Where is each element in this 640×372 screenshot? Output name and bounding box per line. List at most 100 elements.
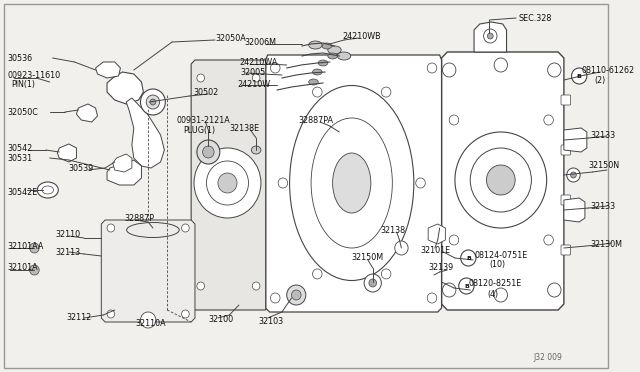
Ellipse shape	[337, 52, 351, 60]
Text: 32050A: 32050A	[215, 33, 246, 42]
Text: 32150M: 32150M	[352, 253, 384, 263]
Circle shape	[150, 99, 156, 105]
Polygon shape	[564, 198, 585, 222]
Text: 30536: 30536	[8, 54, 33, 62]
Ellipse shape	[322, 43, 332, 49]
Ellipse shape	[333, 153, 371, 213]
FancyBboxPatch shape	[4, 4, 608, 368]
Text: 32150N: 32150N	[589, 160, 620, 170]
Circle shape	[486, 165, 515, 195]
Text: (4): (4)	[488, 289, 499, 298]
Circle shape	[252, 282, 260, 290]
Polygon shape	[442, 52, 564, 310]
Circle shape	[395, 241, 408, 255]
Text: 30531: 30531	[8, 154, 33, 163]
Ellipse shape	[328, 46, 341, 54]
Circle shape	[182, 224, 189, 232]
Circle shape	[442, 63, 456, 77]
Text: 32138: 32138	[380, 225, 406, 234]
Circle shape	[252, 74, 260, 82]
Text: 32006M: 32006M	[244, 38, 276, 46]
Polygon shape	[76, 104, 97, 122]
Circle shape	[278, 178, 287, 188]
Circle shape	[567, 168, 580, 182]
Circle shape	[381, 87, 391, 97]
Text: 32103: 32103	[258, 317, 283, 327]
Text: 32138E: 32138E	[229, 124, 259, 132]
Polygon shape	[428, 224, 445, 244]
Polygon shape	[58, 144, 76, 162]
Text: 32113: 32113	[56, 247, 81, 257]
Polygon shape	[126, 98, 164, 168]
Circle shape	[287, 285, 306, 305]
Circle shape	[494, 58, 508, 72]
Circle shape	[197, 282, 205, 290]
Circle shape	[194, 148, 261, 218]
Circle shape	[571, 172, 576, 178]
Polygon shape	[101, 220, 195, 322]
Ellipse shape	[308, 79, 318, 85]
Circle shape	[29, 265, 39, 275]
Text: (10): (10)	[490, 260, 506, 269]
Circle shape	[141, 89, 165, 115]
Circle shape	[488, 33, 493, 39]
Text: 32100: 32100	[209, 315, 234, 324]
Text: B: B	[577, 74, 582, 78]
Text: 30539: 30539	[69, 164, 94, 173]
Circle shape	[364, 274, 381, 292]
Circle shape	[369, 279, 376, 287]
Text: 32112: 32112	[67, 314, 92, 323]
Circle shape	[182, 310, 189, 318]
Text: 32133: 32133	[591, 202, 616, 211]
Polygon shape	[107, 160, 141, 185]
FancyBboxPatch shape	[561, 245, 571, 255]
Text: 32887P: 32887P	[124, 214, 154, 222]
Circle shape	[291, 290, 301, 300]
Text: 24210WA: 24210WA	[239, 58, 277, 67]
Text: 32005: 32005	[241, 67, 266, 77]
Circle shape	[271, 293, 280, 303]
Ellipse shape	[252, 146, 261, 154]
Circle shape	[197, 140, 220, 164]
Text: PLUG(1): PLUG(1)	[184, 125, 216, 135]
Circle shape	[428, 63, 436, 73]
Circle shape	[381, 269, 391, 279]
Circle shape	[312, 87, 322, 97]
Ellipse shape	[312, 69, 322, 75]
Text: PIN(1): PIN(1)	[12, 80, 35, 89]
FancyBboxPatch shape	[561, 95, 571, 105]
Text: 32101E: 32101E	[420, 246, 451, 254]
Polygon shape	[564, 128, 587, 152]
Circle shape	[197, 74, 205, 82]
Text: (2): (2)	[595, 76, 605, 84]
Text: 32139: 32139	[428, 263, 453, 273]
Circle shape	[107, 310, 115, 318]
Text: 32133: 32133	[591, 131, 616, 140]
Circle shape	[143, 263, 153, 273]
Polygon shape	[113, 154, 132, 172]
Circle shape	[548, 63, 561, 77]
Circle shape	[146, 95, 159, 109]
Text: SEC.328: SEC.328	[518, 13, 552, 22]
Ellipse shape	[328, 53, 337, 59]
Circle shape	[544, 115, 554, 125]
Circle shape	[544, 235, 554, 245]
Text: 30542E: 30542E	[8, 187, 38, 196]
Circle shape	[271, 63, 280, 73]
Circle shape	[428, 293, 436, 303]
Polygon shape	[107, 72, 143, 104]
Text: 32130M: 32130M	[591, 240, 623, 248]
Circle shape	[484, 29, 497, 43]
Circle shape	[416, 178, 426, 188]
Circle shape	[218, 173, 237, 193]
Circle shape	[548, 283, 561, 297]
Polygon shape	[474, 22, 506, 52]
Polygon shape	[95, 62, 120, 78]
FancyBboxPatch shape	[561, 195, 571, 205]
Circle shape	[459, 278, 474, 294]
Text: 24210W: 24210W	[237, 80, 270, 89]
Circle shape	[442, 283, 456, 297]
Circle shape	[494, 288, 508, 302]
Text: 08110-61262: 08110-61262	[581, 65, 634, 74]
Ellipse shape	[308, 41, 322, 49]
